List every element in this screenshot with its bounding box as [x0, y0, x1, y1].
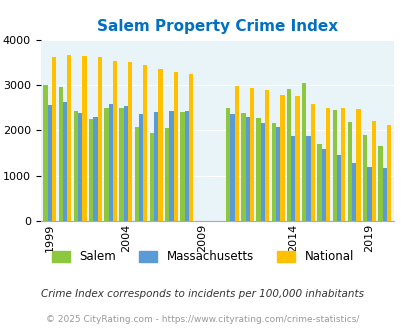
Title: Salem Property Crime Index: Salem Property Crime Index: [96, 19, 337, 34]
Bar: [260, 123, 264, 221]
Bar: [119, 108, 124, 221]
Bar: [245, 117, 249, 221]
Bar: [78, 113, 82, 221]
Bar: [43, 85, 47, 221]
Bar: [256, 118, 260, 221]
Bar: [58, 87, 63, 221]
Bar: [351, 163, 356, 221]
Bar: [104, 108, 108, 221]
Bar: [230, 114, 234, 221]
Bar: [67, 55, 71, 221]
Bar: [173, 72, 177, 221]
Bar: [124, 106, 128, 221]
Bar: [234, 86, 238, 221]
Bar: [264, 90, 269, 221]
Bar: [169, 111, 173, 221]
Bar: [382, 168, 386, 221]
Bar: [63, 102, 67, 221]
Bar: [249, 88, 254, 221]
Bar: [89, 118, 93, 221]
Bar: [371, 121, 375, 221]
Text: Crime Index corresponds to incidents per 100,000 inhabitants: Crime Index corresponds to incidents per…: [41, 289, 364, 299]
Bar: [306, 136, 310, 221]
Bar: [226, 108, 230, 221]
Bar: [149, 133, 154, 221]
Bar: [279, 95, 284, 221]
Bar: [134, 127, 139, 221]
Bar: [321, 149, 325, 221]
Bar: [158, 69, 162, 221]
Bar: [295, 96, 299, 221]
Bar: [128, 62, 132, 221]
Bar: [301, 83, 306, 221]
Bar: [271, 123, 275, 221]
Legend: Salem, Massachusetts, National: Salem, Massachusetts, National: [47, 246, 358, 268]
Bar: [52, 57, 56, 221]
Bar: [356, 109, 360, 221]
Bar: [113, 61, 117, 221]
Bar: [241, 113, 245, 221]
Bar: [290, 136, 295, 221]
Bar: [367, 167, 371, 221]
Bar: [188, 74, 193, 221]
Bar: [82, 56, 86, 221]
Bar: [310, 104, 314, 221]
Bar: [139, 114, 143, 221]
Bar: [93, 117, 97, 221]
Bar: [347, 122, 351, 221]
Bar: [180, 112, 184, 221]
Bar: [286, 89, 290, 221]
Bar: [108, 104, 113, 221]
Bar: [74, 111, 78, 221]
Bar: [184, 111, 188, 221]
Bar: [340, 108, 345, 221]
Bar: [325, 108, 329, 221]
Bar: [332, 110, 336, 221]
Bar: [377, 146, 382, 221]
Bar: [143, 65, 147, 221]
Text: © 2025 CityRating.com - https://www.cityrating.com/crime-statistics/: © 2025 CityRating.com - https://www.city…: [46, 315, 359, 324]
Bar: [362, 135, 367, 221]
Bar: [154, 112, 158, 221]
Bar: [317, 144, 321, 221]
Bar: [386, 125, 390, 221]
Bar: [97, 57, 102, 221]
Bar: [336, 155, 340, 221]
Bar: [275, 127, 279, 221]
Bar: [165, 128, 169, 221]
Bar: [47, 105, 52, 221]
